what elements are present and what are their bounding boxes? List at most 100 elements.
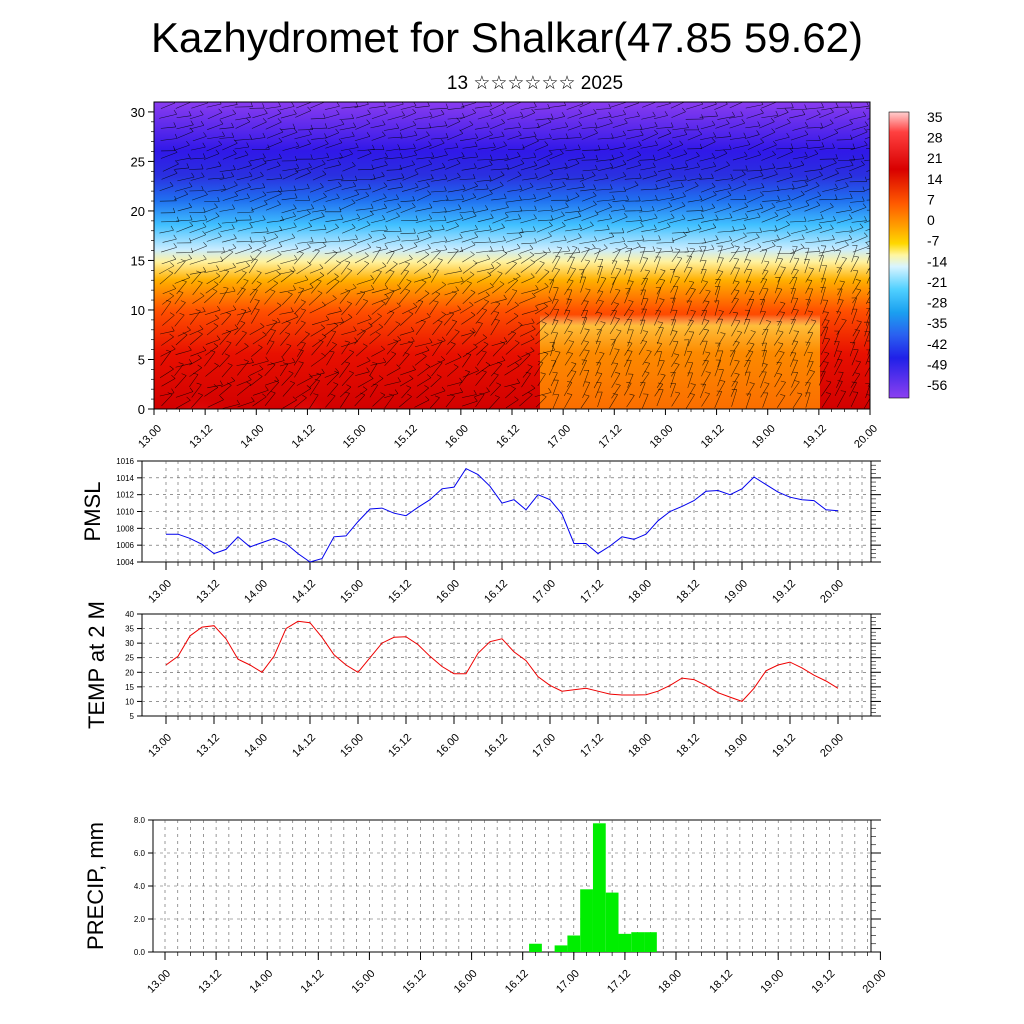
wind-barb (326, 156, 343, 162)
wind-barb (369, 385, 378, 398)
wind-barb (852, 330, 860, 345)
wind-barb (806, 146, 824, 149)
wind-barb-flag (654, 121, 658, 127)
wind-barb (521, 177, 538, 181)
wind-barb-flag (247, 182, 251, 188)
wind-barb (610, 310, 617, 325)
wind-barb-flag (449, 394, 455, 397)
wind-barb-flag (380, 392, 385, 396)
wind-barb-flag (701, 114, 704, 120)
wind-barb (789, 381, 800, 396)
wind-barb-flag (396, 302, 401, 307)
wind-barb (520, 218, 537, 224)
wind-barb (534, 306, 548, 315)
wind-barb-flag (880, 249, 882, 254)
wind-barb (176, 115, 192, 119)
wind-barb-flag (564, 162, 568, 168)
wind-barb (789, 319, 796, 335)
wind-barb (775, 198, 791, 203)
heatmap-warm-orange-region (540, 220, 820, 409)
precip-ylabel: PRECIP, mm (83, 822, 108, 950)
wind-barb (550, 372, 558, 387)
wind-barb-flag (497, 361, 503, 365)
wind-barb (429, 251, 441, 264)
wind-barb (505, 304, 519, 314)
wind-barb-flag (186, 163, 190, 169)
wind-barb-flag (744, 194, 747, 200)
wind-barb-flag (293, 222, 297, 228)
temp2m-xtick-label: 13.12 (194, 732, 222, 760)
precip-xtick-label: 18.12 (707, 968, 735, 996)
wind-barb (221, 247, 237, 254)
wind-barb (535, 262, 545, 275)
wind-barb (687, 177, 702, 181)
wind-barb (564, 252, 580, 255)
wind-barb-flag (835, 102, 839, 108)
wind-barb (684, 166, 700, 171)
wind-barb-flag (217, 305, 221, 311)
wind-barb (520, 338, 535, 346)
wind-barb-flag (262, 132, 266, 138)
wind-barb-flag (458, 266, 462, 272)
wind-barb-flag (628, 280, 634, 282)
wind-barb (670, 277, 680, 293)
wind-barb (355, 292, 366, 306)
wind-barb (864, 188, 870, 192)
wind-barb (656, 126, 674, 129)
wind-barb (356, 300, 368, 316)
wind-barb (534, 392, 552, 397)
wind-barb-flag (249, 236, 252, 242)
wind-barb-flag (396, 364, 401, 369)
wind-barb-flag (444, 215, 447, 221)
wind-barb (626, 225, 644, 233)
wind-barb (641, 115, 656, 120)
wind-barb-flag (531, 318, 535, 324)
wind-barb (849, 164, 865, 172)
wind-barb-flag (881, 125, 883, 130)
wind-barb-flag (839, 280, 845, 282)
wind-barb (639, 250, 655, 253)
wind-barb-flag (548, 150, 553, 155)
wind-barb (474, 258, 491, 264)
temp2m-xtick-label: 16.00 (434, 732, 462, 760)
wind-barb-flag (274, 233, 279, 238)
wind-barb-flag (774, 225, 778, 231)
wind-barb (850, 115, 866, 121)
wind-barb-flag (531, 325, 536, 330)
wind-barb (580, 395, 590, 409)
wind-barb-flag (879, 235, 882, 239)
wind-barb (385, 271, 395, 285)
wind-barb (535, 323, 547, 337)
wind-barb-flag (397, 203, 402, 208)
wind-barb-flag (530, 259, 535, 263)
wind-barb (761, 102, 778, 109)
wind-barb (641, 228, 657, 232)
wind-barb (744, 154, 761, 161)
wind-barb (851, 220, 867, 223)
wind-barb (296, 309, 306, 325)
wind-barb (548, 360, 557, 376)
wind-barb-flag (475, 366, 479, 371)
wind-barb (640, 319, 646, 335)
precip-xtick-label: 14.00 (247, 968, 275, 996)
wind-barb-flag (244, 343, 249, 347)
wind-barb-flag (595, 154, 599, 160)
wind-barb (759, 279, 768, 295)
wind-barb-flag (294, 312, 299, 318)
wind-barb-flag (493, 372, 499, 376)
wind-barb (835, 176, 853, 182)
wind-barb (641, 270, 650, 285)
wind-barb-flag (634, 181, 639, 186)
wind-barb-flag (533, 152, 537, 158)
wind-barb (581, 159, 598, 161)
wind-barb (852, 280, 861, 294)
wind-barb (432, 314, 446, 325)
wind-barb (701, 393, 710, 407)
wind-barb-flag (577, 206, 581, 212)
wind-barb-flag (307, 168, 311, 173)
wind-barb-flag (770, 117, 775, 122)
wind-barb (581, 350, 590, 365)
wind-barb-flag (553, 319, 559, 321)
wind-barb (431, 211, 447, 214)
wind-barb-flag (232, 305, 237, 310)
